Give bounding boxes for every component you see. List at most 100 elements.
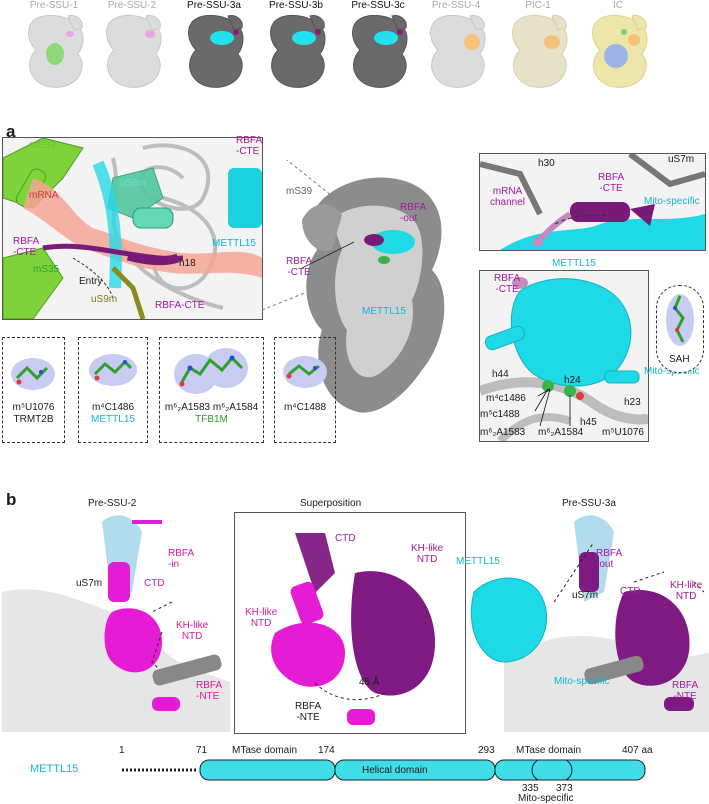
caption-box-1: m⁵U1076 TRMT2B [12,402,55,425]
domain-label-helical: Helical domain [362,765,428,776]
left-zoom-structure [3,138,262,319]
b-mid-rbfa-nte: RBFA -NTE [295,701,322,723]
label-m4c1486: m⁴c1486 [486,393,526,404]
b-left-ctd: CTD [144,578,165,589]
top-thumbnail-row: Pre-SSU-1 Pre-SSU-2 Pre-SSU-3a Pre-SSU-3… [0,0,709,90]
domain-tick-174: 174 [318,745,335,756]
density-3 [174,348,248,394]
b-left-rbfa-nte: RBFA -NTE [196,680,223,702]
density-2 [89,354,137,386]
b-left-us7m: uS7m [76,578,103,589]
b-superposition-box: CTD KH-like NTD KH-like NTD 45 Å RBFA -NTE [234,512,466,734]
label-center-mettl15: METTL15 [362,306,406,317]
thumb-ic [592,14,648,88]
density-box-2: m⁴C1486 METTL15 [78,337,148,443]
label-mrna-channel: mRNA channel [490,186,526,208]
thumb-label-pic-1: PIC-1 [525,0,551,11]
domain-tick-335: 335 [522,783,539,794]
label-sah: SAH [669,354,690,365]
label-rbfa-cte-tr: RBFA -CTE [598,172,625,194]
density-box-4: m⁴C1488 [274,337,336,443]
label-h24: h24 [564,375,581,386]
b-mid-ctd: CTD [335,533,356,544]
b-left-kh: KH-like NTD [176,620,209,642]
domain-tick-71: 71 [196,745,208,756]
thumb-label-pre-ssu-3a: Pre-SSU-3a [187,0,241,11]
domain-tick-373: 373 [556,783,573,794]
label-mito-specific-tr: Mito-specific [644,196,700,207]
thumb-pre-ssu-3c [352,14,408,88]
thumb-pic-1 [512,14,568,88]
label-m5u1076: m⁵U1076 [602,427,644,438]
label-rbfa-cte-br: RBFA -CTE [494,273,521,295]
density-4 [283,356,327,388]
label-mrna: mRNA [29,190,59,201]
top-right-structure [480,154,705,250]
thumb-pre-ssu-3a [188,14,244,88]
thumbnail-structures [28,14,648,88]
label-center-rbfa-out: RBFA -out [400,202,427,224]
label-mettl15-br: METTL15 [552,258,596,269]
thumb-label-pre-ssu-3c: Pre-SSU-3c [351,0,405,11]
label-us9m: uS9m [91,294,118,305]
panel-a-bottom-right-zoom: RBFA -CTE h44 h24 h23 m⁴c1486 m⁵c1488 h45… [479,270,649,442]
b-right-ctd: CTD [620,586,641,597]
caption-box-4: m⁴C1488 [283,402,327,413]
panel-b-letter: b [6,490,17,509]
thumb-pre-ssu-1 [28,14,84,88]
domain-mito-label: Mito-specific [518,793,574,804]
label-rbfa-cte-top-right: RBFA -CTE [236,135,263,157]
label-h44: h44 [492,369,509,380]
b-left-rbfa-in: RBFA -in [168,548,195,570]
b-title-right: Pre-SSU-3a [562,498,616,509]
panel-a-top-right-zoom: uS7m h30 RBFA -CTE mRNA channel Mito-speci… [479,153,706,251]
b-right-kh: KH-like NTD [670,580,703,602]
thumb-label-pre-ssu-2: Pre-SSU-2 [107,0,157,11]
label-entry: Entry [79,276,103,287]
panel-a-center-structure [262,160,445,413]
label-mettl15: METTL15 [212,238,256,249]
domain-protein-name: METTL15 [30,763,79,775]
label-m5c1488: m⁵c1488 [480,409,520,420]
label-m62a1583: m⁶₂A1583 [480,427,526,438]
b-title-left: Pre-SSU-2 [88,498,137,509]
sah-oval: SAH [656,285,704,373]
label-center-ms39: mS39 [286,186,313,197]
label-h45: h45 [580,417,597,428]
domain-map: 1 71 MTase domain 174 293 MTase domain 4… [0,745,709,804]
superposition-structure [271,533,435,725]
thumb-pre-ssu-4 [430,14,486,88]
domain-start: 1 [119,745,125,756]
b-mid-kh-left: KH-like NTD [245,607,278,629]
domain-tick-407: 407 aa [622,745,653,756]
b-right-rbfa-out: RBFA -out [596,548,623,570]
b-mid-angle: 45 Å [359,677,380,688]
b-title-middle: Superposition [300,498,362,509]
thumb-pre-ssu-3b [270,14,326,88]
b-left-structure [2,515,230,732]
density-box-3: m⁶₂A1583 m⁶₂A1584 TFB1M [159,337,264,443]
domain-tick-293: 293 [478,745,495,756]
label-ms39: mS39 [29,140,56,151]
b-right-us7m: uS7m [572,590,599,601]
b-right-rbfa-nte: RBFA -NTE [672,680,699,702]
domain-bar [122,759,646,781]
label-ms35: mS35 [33,264,60,275]
panel-a-left-zoom: mS39 mRNA uS6m METTL15 RBFA -CTE mS35 Ent… [2,137,263,320]
panel-a-letter: a [6,122,16,141]
b-right-structure [470,515,709,732]
thumb-label-pre-ssu-1: Pre-SSU-1 [29,0,79,11]
caption-box-3: m⁶₂A1583 m⁶₂A1584 TFB1M [164,402,259,425]
label-h30: h30 [538,158,555,169]
label-h23: h23 [624,397,641,408]
density-1 [11,358,55,390]
density-box-1: m⁵U1076 TRMT2B [2,337,65,443]
label-m62a1584: m⁶₂A1584 [538,427,584,438]
sah-density [666,294,694,346]
bottom-right-structure [480,271,648,441]
thumb-pre-ssu-2 [106,14,162,88]
thumb-label-pre-ssu-3b: Pre-SSU-3b [269,0,323,11]
thumb-label-ic: IC [613,0,623,11]
label-rbfa-cte-left: RBFA -CTE [13,236,40,258]
b-right-mito-specific: Mito-specific [554,676,610,687]
